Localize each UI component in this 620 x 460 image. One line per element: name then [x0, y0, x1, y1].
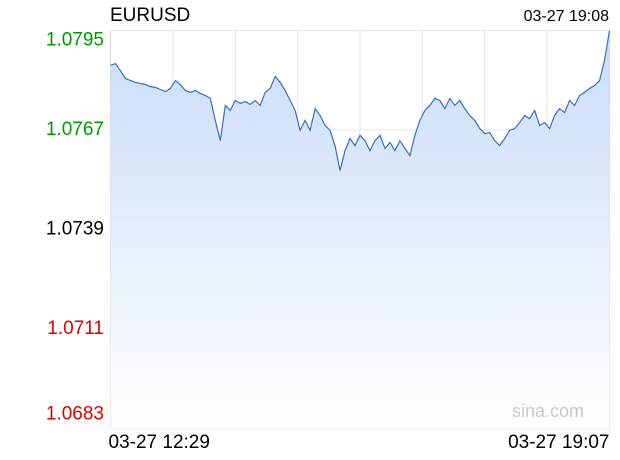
chart-title: EURUSD: [110, 5, 190, 26]
x-tick-label: 03-27 19:07: [508, 432, 609, 453]
watermark: sina.com: [512, 401, 584, 421]
timestamp: 03-27 19:08: [524, 8, 610, 25]
y-tick-label: 1.0739: [46, 219, 104, 240]
y-tick-label: 1.0711: [47, 318, 104, 339]
y-tick-label: 1.0795: [46, 30, 104, 51]
y-tick-label: 1.0767: [46, 119, 104, 140]
price-line: [110, 30, 611, 171]
y-tick-label: 1.0683: [46, 404, 104, 425]
x-tick-label: 03-27 12:29: [109, 432, 210, 453]
area-fill: [110, 30, 610, 429]
